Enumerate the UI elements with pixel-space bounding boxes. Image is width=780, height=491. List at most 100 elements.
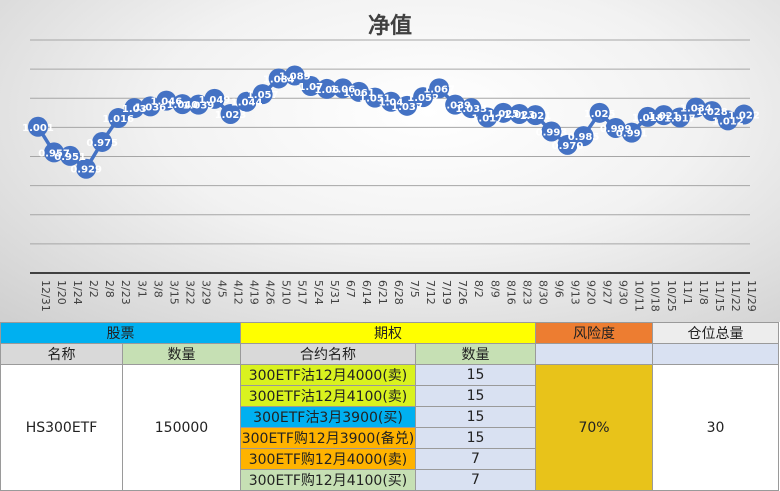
data-point: [172, 94, 193, 115]
data-point: [140, 96, 161, 117]
x-tick-label: 10/11: [633, 280, 646, 312]
data-point: [92, 131, 113, 152]
data-label: 1.023: [504, 110, 536, 121]
data-point: [493, 102, 514, 123]
contract-quantity-header: 数量: [415, 343, 536, 365]
x-tick-label: 7/19: [440, 280, 453, 305]
data-point: [156, 90, 177, 111]
data-point: [461, 98, 482, 119]
data-label: 1.023: [215, 110, 247, 121]
chart-area: 净值 1.001 0.957 0.951 0.929 0.975 1.016 1.03 1.0…: [0, 0, 780, 322]
data-point: [397, 95, 418, 116]
x-tick-label: 11/29: [745, 280, 758, 312]
data-point: [268, 68, 289, 89]
data-point: [316, 78, 337, 99]
x-tick-label: 3/15: [167, 280, 180, 305]
risk-value-cell: 70%: [535, 364, 653, 491]
data-point: [28, 116, 48, 137]
data-point: [108, 108, 129, 129]
x-tick-label: 6/7: [344, 280, 357, 298]
contract-name-cell: 300ETF购12月3900(备兑): [240, 427, 416, 449]
x-tick-label: 4/12: [232, 280, 245, 305]
x-tick-label: 8/16: [504, 280, 517, 305]
x-tick-label: 4/5: [216, 280, 229, 298]
x-tick-label: 5/17: [296, 280, 309, 305]
data-point: [188, 94, 209, 115]
x-tick-label: 9/20: [585, 280, 598, 305]
stock-quantity-header: 数量: [122, 343, 241, 365]
x-tick-label: 8/2: [472, 280, 485, 298]
contract-quantity-cell: 7: [415, 469, 536, 491]
contract-quantity-cell: 15: [415, 364, 536, 386]
contract-quantity-cell: 7: [415, 448, 536, 470]
data-label: 0.951: [54, 152, 86, 163]
x-tick-label: 3/1: [135, 280, 148, 298]
data-point: [701, 101, 722, 122]
x-tick-label: 2/8: [103, 280, 116, 298]
x-tick-label: 1/24: [71, 280, 84, 305]
data-label: 1.07: [298, 82, 323, 93]
data-label: 1.039: [439, 101, 471, 112]
data-label: 1.017: [471, 113, 503, 124]
net-value-chart: 1.0010.9570.9510.9290.9751.0161.031.0361…: [28, 39, 760, 312]
contract-name-cell: 300ETF沽12月4100(卖): [240, 385, 416, 407]
x-tick-label: 4/19: [248, 280, 261, 305]
x-tick-label: 9/30: [617, 280, 630, 305]
data-label: 1.04: [379, 98, 404, 109]
data-label: 1.03: [122, 104, 147, 115]
position-table: 股票 期权 风险度 仓位总量 名称 数量 合约名称 数量 HS300ETF 15…: [0, 322, 779, 491]
data-point: [44, 142, 65, 163]
data-label: 1.036: [134, 102, 166, 113]
risk-header: 风险度: [535, 322, 653, 344]
option-group-header: 期权: [240, 322, 536, 344]
position-subheader-blank: [652, 343, 779, 365]
data-label: 1.037: [391, 102, 423, 113]
x-tick-label: 11/22: [729, 280, 742, 312]
contract-quantity-cell: 15: [415, 427, 536, 449]
data-label: 1.040: [167, 100, 199, 111]
x-tick-label: 11/15: [713, 280, 726, 312]
data-label: 1.022: [728, 111, 760, 122]
contract-quantity-cell: 15: [415, 406, 536, 428]
stock-name-header: 名称: [0, 343, 123, 365]
data-label: 1.012: [712, 116, 744, 127]
data-label: 1.033: [455, 104, 487, 115]
data-label: 1.028: [696, 107, 728, 118]
data-point: [637, 106, 658, 127]
data-label: 0.991: [616, 129, 648, 140]
contract-name-cell: 300ETF购12月4100(买): [240, 469, 416, 491]
data-point: [509, 103, 530, 124]
data-label: 1.06: [314, 85, 339, 96]
data-point: [541, 121, 562, 142]
data-point: [525, 105, 546, 126]
data-point: [204, 88, 225, 109]
data-point: [348, 81, 369, 102]
data-label: 1.052: [407, 93, 439, 104]
stock-name-cell: HS300ETF: [0, 364, 123, 491]
x-tick-label: 3/22: [183, 280, 196, 305]
data-label: 1.025: [584, 109, 616, 120]
data-label: 1.034: [680, 104, 712, 115]
data-point: [734, 104, 754, 125]
x-tick-label: 8/23: [520, 280, 533, 305]
data-label: 0.970: [552, 141, 584, 152]
data-label: 1.018: [632, 113, 664, 124]
data-label: 0.929: [70, 165, 102, 176]
data-label: 1.061: [343, 88, 375, 99]
x-tick-label: 11/1: [681, 280, 694, 305]
x-tick-label: 3/8: [151, 280, 164, 298]
x-tick-label: 2/23: [119, 280, 132, 305]
data-label: 1.021: [648, 111, 680, 122]
data-point: [557, 134, 578, 155]
data-label: 1.016: [102, 114, 134, 125]
x-tick-label: 8/30: [536, 280, 549, 305]
x-tick-label: 5/10: [280, 280, 293, 305]
data-label: 0.985: [568, 132, 600, 143]
x-tick-label: 12/31: [39, 280, 52, 312]
contract-quantity-cell: 15: [415, 385, 536, 407]
data-point: [300, 76, 321, 97]
data-point: [284, 65, 305, 86]
data-point: [332, 78, 353, 99]
data-label: 1.039: [183, 101, 215, 112]
x-tick-label: 1/20: [55, 280, 68, 305]
